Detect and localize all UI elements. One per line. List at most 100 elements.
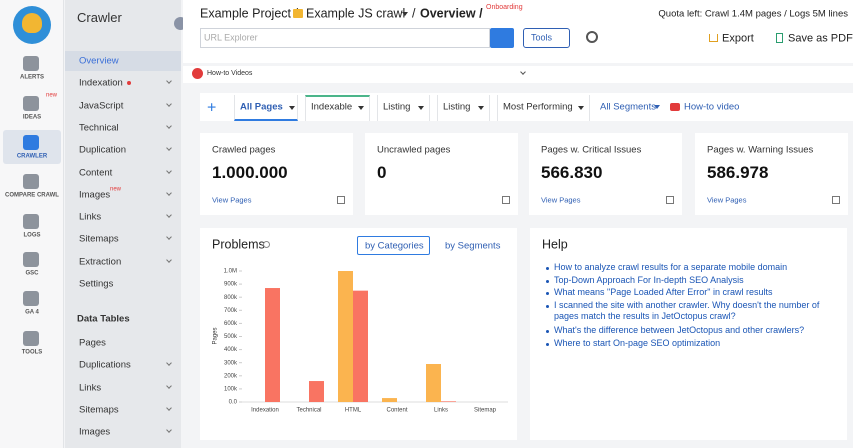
help-link[interactable]: How to analyze crawl results for a separ… xyxy=(554,262,788,272)
card-value: 586.978 xyxy=(707,162,769,182)
icon-label[interactable]: IDEAS xyxy=(22,114,42,121)
icon-label[interactable]: LOGS xyxy=(23,232,41,239)
help-link[interactable]: What's the difference between JetOctopus… xyxy=(554,325,805,335)
tab[interactable] xyxy=(437,95,490,121)
tab[interactable] xyxy=(234,95,298,121)
icon-badge: new xyxy=(46,92,58,99)
crawl-caret xyxy=(402,12,408,16)
by-categories[interactable]: by Categories xyxy=(365,240,424,252)
x-tick-label: Content xyxy=(386,408,407,414)
y-tick-label: 200k xyxy=(224,373,238,379)
y-tick-label: 300k xyxy=(224,360,238,366)
add-tab[interactable]: + xyxy=(207,99,217,117)
icon-label[interactable]: ALERTS xyxy=(20,74,44,81)
problems-chart: Pages 0.0 100k 200k 300k 400k 500k 600k 700k 800k… xyxy=(213,269,508,414)
icon-glyph[interactable] xyxy=(23,56,39,71)
nav-item[interactable]: Extraction xyxy=(79,255,122,267)
help-bullet xyxy=(546,342,549,346)
tab-label[interactable]: Most Performing xyxy=(503,101,573,113)
nav-item[interactable]: Content xyxy=(79,166,113,178)
tab-label[interactable]: All Pages xyxy=(240,101,283,113)
nav-item[interactable]: JavaScript xyxy=(79,99,124,111)
tab-label[interactable]: All Segments xyxy=(600,101,656,113)
help-bullet xyxy=(546,330,549,333)
by-categories-btn[interactable] xyxy=(357,236,430,255)
tab-label[interactable]: Listing xyxy=(383,101,411,113)
icon-label[interactable]: COMPARE CRAWL xyxy=(5,192,59,199)
nav-item[interactable]: Duplication xyxy=(79,144,126,156)
howto-bar[interactable] xyxy=(183,66,853,83)
nav-item[interactable]: Settings xyxy=(79,278,114,290)
nav-item[interactable]: Links xyxy=(79,211,102,223)
tab-label[interactable]: Listing xyxy=(443,101,471,113)
icon-label[interactable]: GSC xyxy=(25,270,39,277)
stat-card xyxy=(365,133,518,215)
icon-glyph[interactable] xyxy=(23,252,39,267)
bar xyxy=(441,401,456,402)
nav-item[interactable]: Sitemaps xyxy=(79,233,119,245)
icon-glyph[interactable] xyxy=(23,174,39,189)
card-link[interactable]: View Pages xyxy=(707,195,747,205)
help-bullet xyxy=(546,267,549,270)
y-tick-label: 1.0M xyxy=(224,269,237,275)
nav-item[interactable]: Images xyxy=(79,189,111,201)
tab[interactable] xyxy=(305,95,370,121)
breadcrumb-project[interactable]: Example Project / xyxy=(200,6,298,21)
stat-card xyxy=(529,133,682,215)
help-bullet xyxy=(546,304,549,308)
export[interactable]: Export xyxy=(722,32,754,45)
search-placeholder[interactable]: URL Explorer xyxy=(204,32,258,43)
by-segments[interactable]: by Segments xyxy=(445,240,501,252)
tab-label[interactable]: How-to video xyxy=(684,101,740,113)
search-input[interactable] xyxy=(200,28,490,48)
icon-glyph[interactable] xyxy=(23,291,39,306)
help-link[interactable]: Top-Down Approach For In-depth SEO Analy… xyxy=(554,274,744,285)
nav-dot xyxy=(127,81,131,86)
folder-icon xyxy=(293,9,303,18)
tab[interactable] xyxy=(377,95,430,121)
stat-card xyxy=(200,133,353,215)
nav-item[interactable]: Overview xyxy=(79,55,119,67)
nav-active-bg[interactable] xyxy=(65,51,181,71)
nav-item[interactable]: Duplications xyxy=(79,359,131,371)
howto-bar-label[interactable]: How-to Videos xyxy=(207,69,253,77)
y-tick-label: 700k xyxy=(224,308,238,314)
search-button[interactable] xyxy=(490,28,514,48)
icon-label[interactable]: TOOLS xyxy=(21,349,43,356)
icon-glyph[interactable] xyxy=(23,135,39,150)
icon-glyph[interactable] xyxy=(23,331,39,346)
nav-item[interactable]: Links xyxy=(79,381,102,393)
icon-label[interactable]: GA 4 xyxy=(25,309,39,316)
card-label: Crawled pages xyxy=(212,144,276,156)
help-link[interactable]: Where to start On-page SEO optimization xyxy=(554,337,721,348)
nav-item[interactable]: Sitemaps xyxy=(79,404,119,416)
tab[interactable] xyxy=(497,95,590,121)
card-icon xyxy=(666,196,674,204)
tab-caret xyxy=(418,106,424,110)
howto-icon xyxy=(192,68,203,79)
bar xyxy=(353,290,368,402)
info-icon xyxy=(263,241,270,248)
tools-button[interactable] xyxy=(523,28,570,48)
card-link[interactable]: View Pages xyxy=(212,195,252,205)
card-link[interactable]: View Pages xyxy=(541,195,581,205)
nav-item[interactable]: Pages xyxy=(79,337,106,349)
help-link[interactable]: I scanned the site with another crawler.… xyxy=(554,299,820,321)
nav-item[interactable]: Technical xyxy=(79,122,119,134)
tools-label[interactable]: Tools xyxy=(531,32,553,43)
card-label: Pages w. Critical Issues xyxy=(541,144,642,156)
icon-glyph[interactable] xyxy=(23,214,39,229)
icon-label[interactable]: CRAWLER xyxy=(16,153,48,160)
icon-glyph[interactable] xyxy=(23,96,39,111)
nav-section: Data Tables xyxy=(77,313,130,325)
save-pdf[interactable]: Save as PDF xyxy=(788,32,853,45)
card-icon xyxy=(502,196,510,204)
tab-label[interactable]: Indexable xyxy=(311,101,353,113)
breadcrumb-crawl[interactable]: Example JS crawl xyxy=(306,6,406,21)
nav-item[interactable]: Indexation xyxy=(79,77,123,89)
y-tick-label: 600k xyxy=(224,321,238,327)
help-link[interactable]: What means "Page Loaded After Error" in … xyxy=(554,287,773,298)
bar xyxy=(309,381,324,402)
nav-item[interactable]: Images xyxy=(79,426,111,438)
onboarding[interactable]: Onboarding xyxy=(486,3,523,11)
